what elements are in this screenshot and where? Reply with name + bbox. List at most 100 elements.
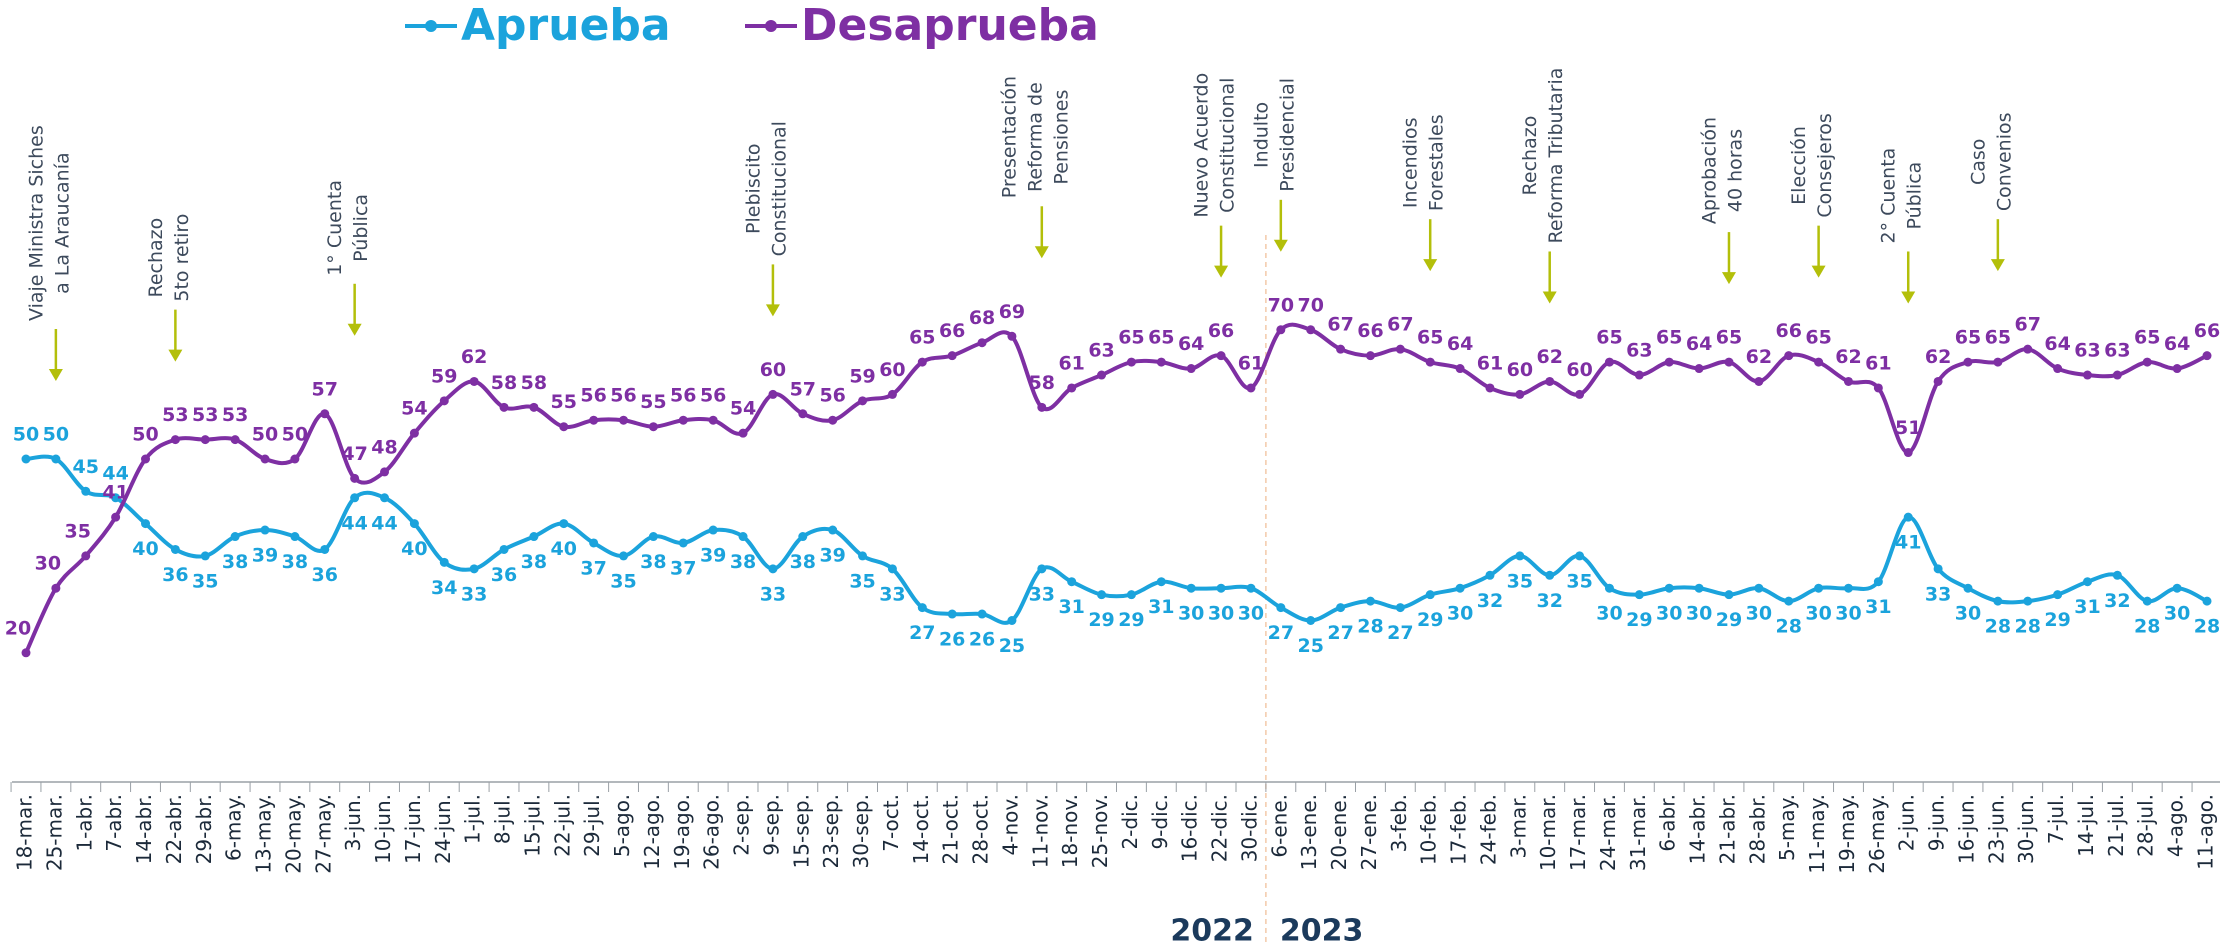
point	[1455, 364, 1465, 374]
data-label: 31	[1865, 596, 1891, 618]
annotation-text: Forestales	[1426, 114, 1448, 211]
data-label: 66	[1775, 320, 1801, 342]
point	[81, 486, 91, 496]
annotation: Indulto Presidencial	[1250, 78, 1298, 192]
point	[1664, 583, 1674, 593]
data-label: 29	[1626, 609, 1652, 631]
annotation-text: Nuevo Acuerdo	[1191, 73, 1213, 218]
data-label: 64	[1178, 333, 1204, 355]
point	[2142, 357, 2152, 367]
data-label: 50	[282, 424, 308, 446]
data-label: 28	[1775, 616, 1801, 638]
point	[619, 551, 629, 561]
point	[1604, 583, 1614, 593]
point	[141, 454, 151, 464]
data-label: 53	[162, 404, 188, 426]
x-tick-label: 2-sep.	[730, 794, 754, 856]
annotation-arrowhead	[168, 349, 183, 362]
data-label: 65	[1805, 327, 1831, 349]
data-label: 29	[1417, 609, 1443, 631]
x-tick-label: 2-jun.	[1895, 794, 1919, 851]
data-label: 64	[2164, 333, 2190, 355]
point	[1097, 370, 1107, 380]
x-tick-label: 10-jun.	[371, 794, 395, 864]
data-label: 35	[192, 570, 218, 592]
data-label: 65	[2134, 327, 2160, 349]
data-label: 27	[1327, 622, 1353, 644]
annotation-text: Reforma Tributaria	[1545, 68, 1567, 244]
data-label: 64	[2044, 333, 2070, 355]
point	[858, 551, 868, 561]
point	[1694, 583, 1704, 593]
data-label: 35	[65, 520, 91, 542]
data-label: 45	[73, 456, 99, 478]
point	[708, 525, 718, 535]
data-label: 31	[1148, 596, 1174, 618]
point	[678, 415, 688, 425]
point	[1156, 357, 1166, 367]
point	[2112, 570, 2122, 580]
data-label: 40	[401, 538, 427, 560]
annotation-text: Rechazo	[145, 218, 167, 298]
point	[1365, 596, 1375, 606]
data-label: 30	[1835, 603, 1861, 625]
point	[51, 454, 61, 464]
data-label: 61	[1477, 352, 1503, 374]
data-label: 30	[1746, 603, 1772, 625]
annotation-text: Pública	[350, 194, 372, 262]
data-label: 66	[1208, 320, 1234, 342]
data-label: 34	[431, 577, 457, 599]
annotation: Viaje Ministra Siches a La Araucanía	[25, 125, 73, 321]
annotation-arrowhead	[1273, 239, 1288, 252]
point	[1843, 583, 1853, 593]
point	[1545, 376, 1555, 386]
data-label: 58	[491, 372, 517, 394]
point	[1515, 389, 1525, 399]
annotation-arrowhead	[765, 304, 780, 317]
x-tick-label: 9-dic.	[1148, 794, 1172, 850]
point	[529, 532, 539, 542]
data-label: 38	[222, 551, 248, 573]
point	[529, 402, 539, 412]
data-label: 70	[1268, 294, 1294, 316]
annotation-arrowhead	[1901, 291, 1916, 304]
point	[290, 532, 300, 542]
annotation: Incendios Forestales	[1400, 114, 1448, 211]
point	[917, 603, 927, 613]
data-label: 33	[760, 583, 786, 605]
data-label: 29	[1716, 609, 1742, 631]
data-label: 67	[2015, 314, 2041, 336]
data-label: 58	[1029, 372, 1055, 394]
x-tick-label: 9-sep.	[759, 794, 783, 856]
data-label: 30	[1955, 603, 1981, 625]
data-label: 65	[1596, 327, 1622, 349]
x-tick-label: 7-oct.	[879, 794, 903, 852]
x-tick-label: 9-jun.	[1925, 794, 1949, 851]
data-label: 28	[1357, 616, 1383, 638]
data-label: 56	[670, 385, 696, 407]
point	[1425, 357, 1435, 367]
point	[858, 396, 868, 406]
point	[141, 519, 151, 529]
x-tick-label: 24-feb.	[1476, 794, 1500, 865]
data-label: 28	[2134, 616, 2160, 638]
point	[2172, 364, 2182, 374]
point	[1933, 564, 1943, 574]
point	[1216, 351, 1226, 361]
annotation-arrowhead	[1423, 259, 1438, 272]
x-tick-label: 3-feb.	[1387, 794, 1411, 852]
point	[380, 467, 390, 477]
data-label: 65	[1118, 327, 1144, 349]
x-tick-label: 26-ago.	[700, 794, 724, 870]
point	[678, 538, 688, 548]
point	[1485, 383, 1495, 393]
point	[230, 532, 240, 542]
annotation-text: Viaje Ministra Siches	[25, 125, 47, 321]
data-label: 50	[132, 424, 158, 446]
data-label: 35	[849, 570, 875, 592]
point	[2082, 370, 2092, 380]
annotation: 1° Cuenta Pública	[324, 180, 372, 276]
annotation-arrowhead	[48, 369, 63, 381]
point	[559, 422, 569, 432]
